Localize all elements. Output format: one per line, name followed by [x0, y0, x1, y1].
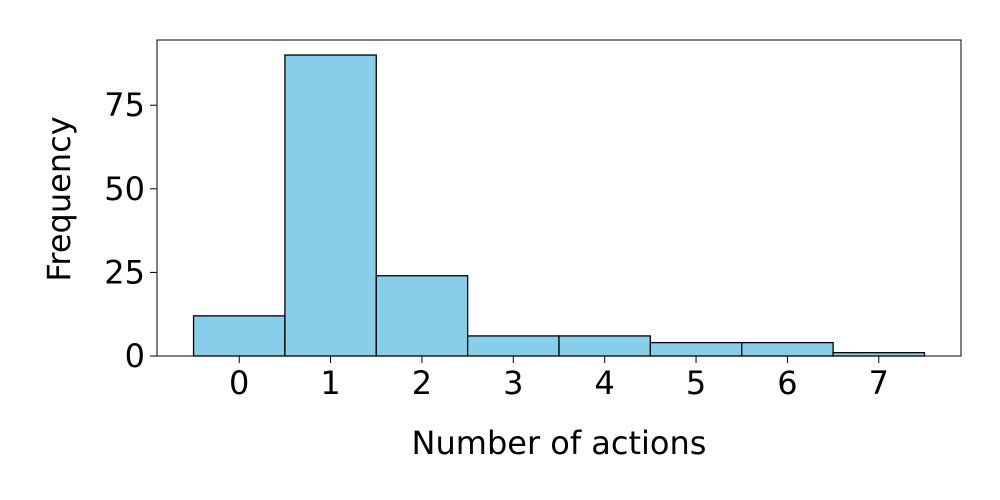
bars-layer	[192, 54, 926, 357]
histogram-bar-7	[832, 352, 926, 357]
histogram-bar-4	[558, 335, 652, 357]
x-tick-label: 6	[777, 364, 797, 402]
histogram-bar-0	[192, 315, 286, 357]
x-tick-label: 7	[869, 364, 889, 402]
x-axis-title: Number of actions	[412, 424, 707, 462]
plot-area-frame	[156, 39, 962, 357]
x-tick-label: 5	[686, 364, 706, 402]
y-tick-label: 75	[104, 86, 145, 124]
histogram-bar-3	[466, 335, 560, 357]
histogram-bar-5	[649, 341, 743, 357]
y-tick-label: 25	[104, 253, 145, 291]
histogram-bar-1	[284, 54, 377, 357]
x-tick-label: 4	[595, 364, 615, 402]
y-axis-ticks: 0 25 50 75	[104, 86, 157, 375]
y-tick-label: 50	[104, 170, 145, 208]
histogram-bar-2	[375, 275, 469, 357]
histogram-bar-6	[741, 341, 834, 357]
x-tick-label: 2	[412, 364, 432, 402]
y-axis-title: Frequency	[40, 116, 78, 281]
y-tick-label: 0	[125, 337, 145, 375]
x-tick-label: 3	[503, 364, 523, 402]
x-tick-label: 1	[320, 364, 340, 402]
x-tick-label: 0	[229, 364, 249, 402]
x-axis-ticks: 0 1 2 3 4 5 6 7	[229, 356, 889, 402]
